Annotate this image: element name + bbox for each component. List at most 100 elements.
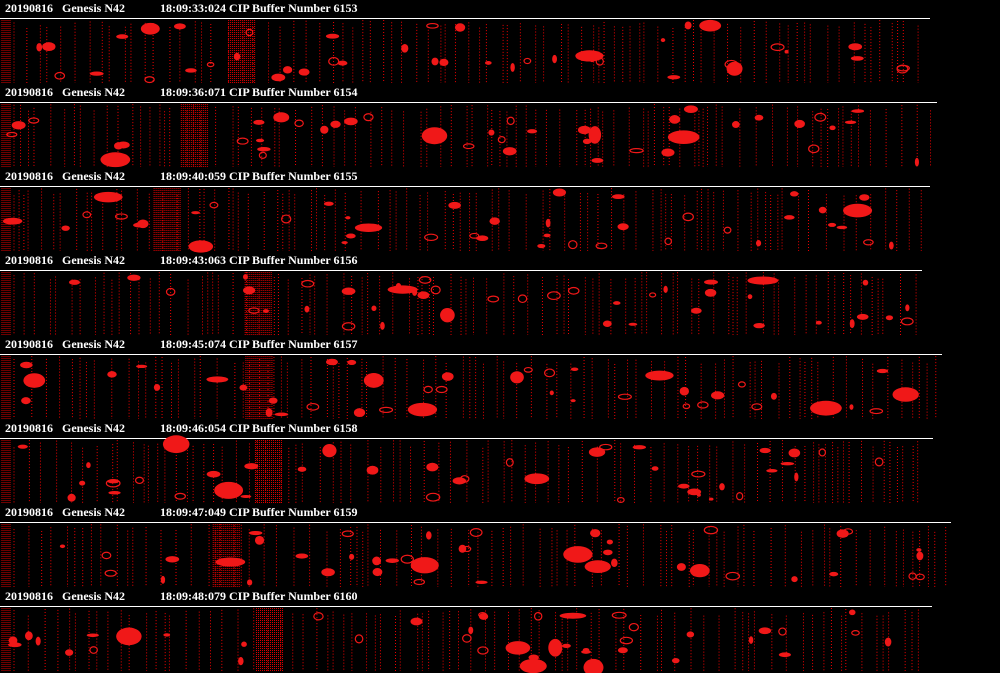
particle: [708, 497, 714, 501]
particle: [660, 38, 666, 43]
particle: [611, 558, 618, 568]
particle: [759, 447, 771, 454]
particle-ring: [341, 530, 354, 538]
particle-ring: [617, 393, 632, 400]
strip-date: 20190816: [5, 337, 53, 351]
particle: [345, 216, 351, 220]
particle: [575, 50, 604, 62]
particle: [577, 125, 591, 135]
particle: [663, 285, 668, 293]
particle-ring: [144, 76, 155, 84]
particle-ring: [469, 232, 480, 239]
particle: [241, 641, 247, 647]
particle: [667, 130, 700, 145]
particle: [755, 240, 762, 247]
particle: [366, 465, 379, 475]
particle-ring: [863, 239, 874, 246]
particle: [502, 147, 517, 156]
particle-ring: [165, 287, 176, 296]
particle: [827, 222, 837, 227]
particle: [545, 218, 551, 228]
particle: [116, 627, 142, 646]
particle-ring: [842, 528, 854, 535]
particle: [570, 399, 576, 403]
particle: [127, 274, 141, 281]
particle: [829, 125, 836, 131]
strip-flight: Genesis N42: [62, 169, 125, 183]
particle: [552, 54, 558, 64]
particle: [244, 463, 259, 470]
buffer-strip: 20190816 Genesis N42 18:09:48:079 CIP Buff…: [0, 589, 932, 673]
particle: [133, 222, 145, 228]
particle-ring: [379, 406, 394, 414]
particle: [885, 315, 894, 321]
particle: [273, 112, 290, 123]
particle: [476, 235, 489, 242]
particle: [238, 657, 244, 666]
particle: [206, 376, 229, 383]
particle: [100, 152, 131, 168]
particle: [537, 243, 546, 249]
particle-ring: [134, 476, 144, 485]
particle-ring: [869, 408, 884, 415]
particle-ring: [89, 646, 98, 654]
particle-ring: [595, 242, 608, 250]
particle: [188, 240, 214, 253]
buffer-strip: 20190816 Genesis N42 18:09:47:049 CIP Buff…: [0, 505, 951, 587]
strip-date: 20190816: [5, 589, 53, 603]
particle: [282, 66, 293, 74]
buffer-strip: 20190816 Genesis N42 18:09:46:054 CIP Buff…: [0, 421, 933, 503]
particle: [372, 568, 383, 577]
buffer-strip: 20190816 Genesis N42 18:09:33:024 CIP Buff…: [0, 1, 930, 84]
particle: [810, 400, 842, 416]
particle: [426, 462, 439, 472]
particle-ring: [462, 545, 472, 553]
particle: [173, 23, 186, 30]
particle: [439, 58, 449, 67]
particle-ring: [101, 551, 112, 560]
particle: [617, 223, 629, 231]
particle: [488, 129, 495, 136]
particle-ring: [874, 457, 884, 467]
particle-ring: [413, 578, 426, 586]
particle: [790, 191, 799, 197]
buffer-strip: 20190816 Genesis N42 18:09:45:074 CIP Buff…: [0, 337, 942, 419]
strip-buffer: 18:09:40:059 CIP Buffer Number 6155: [160, 169, 358, 183]
particle: [298, 68, 310, 76]
particle: [651, 466, 659, 471]
particle: [79, 480, 86, 486]
particle-ring: [430, 285, 441, 295]
particle: [617, 647, 628, 654]
particle-ring: [851, 630, 860, 636]
particle-ring: [462, 634, 472, 643]
particle: [850, 56, 864, 61]
particle: [431, 57, 439, 66]
particle: [732, 121, 740, 129]
particle: [441, 372, 454, 381]
particle: [165, 556, 180, 563]
particle: [783, 215, 795, 220]
particle-ring: [533, 611, 543, 621]
strip-date: 20190816: [5, 505, 53, 519]
strip-date: 20190816: [5, 169, 53, 183]
particle-ring: [506, 116, 515, 126]
particle: [543, 233, 551, 238]
particle: [581, 649, 591, 654]
particle-ring: [459, 475, 470, 483]
particle-ring: [725, 571, 741, 581]
particle-ring: [629, 148, 644, 154]
particle: [844, 120, 857, 124]
particle-ring: [294, 119, 304, 128]
particle: [214, 481, 244, 499]
particle: [440, 307, 455, 323]
particle-ring: [462, 143, 475, 150]
particle: [848, 43, 863, 51]
particle: [766, 468, 778, 473]
particle: [233, 52, 241, 61]
particle: [528, 654, 539, 661]
particle: [563, 546, 593, 563]
particle: [570, 367, 579, 371]
particle: [265, 408, 273, 417]
particle-ring: [523, 366, 533, 373]
